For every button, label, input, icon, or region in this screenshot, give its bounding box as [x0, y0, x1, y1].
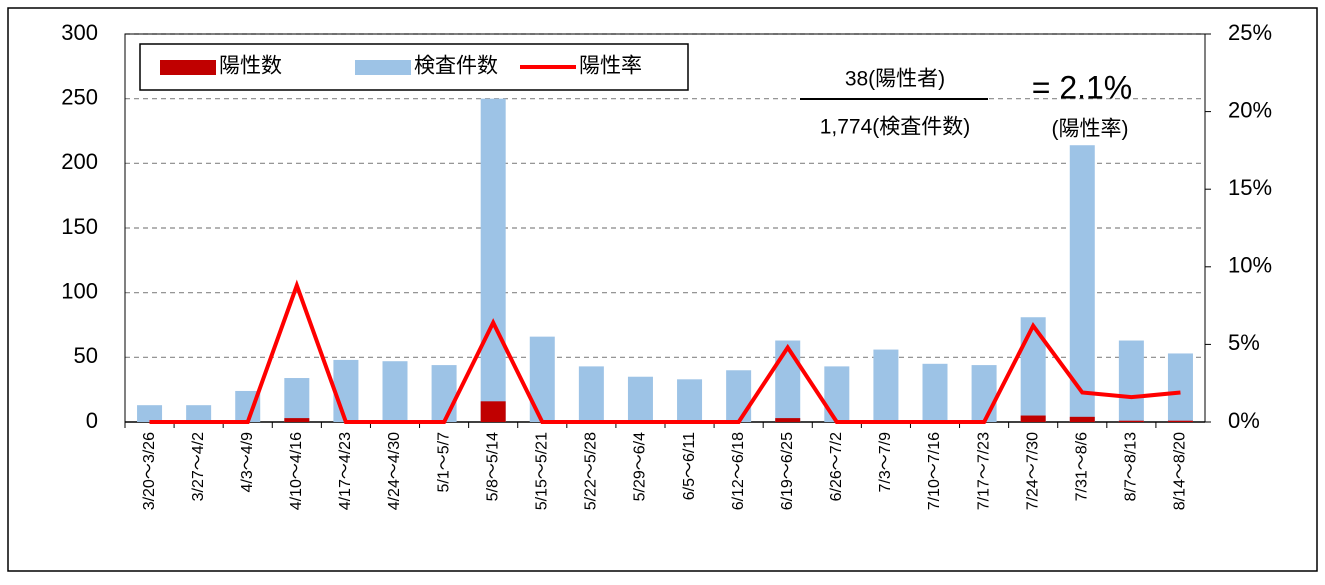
x-tick-label: 7/3～7/9: [877, 432, 894, 493]
x-tick-label: 5/15～5/21: [533, 432, 550, 510]
bar: [922, 363, 948, 422]
x-tick-label: 8/14～8/20: [1172, 432, 1189, 510]
bar: [627, 376, 653, 422]
bar: [677, 379, 703, 422]
y-tick-label: 300: [61, 20, 98, 45]
x-tick-label: 7/31～8/6: [1073, 432, 1090, 501]
x-tick-label: 4/10～4/16: [288, 432, 305, 510]
y-tick-label: 100: [61, 278, 98, 303]
x-tick-label: 4/3～4/9: [239, 432, 256, 493]
y2-tick-label: 0%: [1228, 408, 1260, 433]
x-tick-label: 4/24～4/30: [386, 432, 403, 510]
bar: [1020, 415, 1046, 422]
bar: [480, 98, 506, 423]
bar: [1069, 145, 1095, 422]
x-tick-label: 7/17～7/23: [975, 432, 992, 510]
x-tick-label: 3/20～3/26: [141, 432, 158, 510]
y2-tick-label: 10%: [1228, 253, 1272, 278]
x-tick-label: 6/26～7/2: [828, 432, 845, 501]
bar: [873, 349, 899, 422]
x-tick-label: 4/17～4/23: [337, 432, 354, 510]
bar: [333, 359, 359, 422]
bar: [1069, 416, 1095, 422]
y2-tick-label: 15%: [1228, 175, 1272, 200]
legend-label: 陽性数: [219, 55, 282, 78]
y-tick-label: 50: [74, 343, 98, 368]
bar: [529, 336, 555, 422]
annotation-result: = 2.1%: [1032, 69, 1133, 105]
x-tick-label: 5/1～5/7: [435, 432, 452, 493]
y-tick-label: 250: [61, 84, 98, 109]
legend-label: 検査件数: [414, 55, 498, 78]
bar: [578, 366, 604, 422]
bar: [382, 361, 408, 422]
bar: [1167, 353, 1193, 422]
bar: [971, 365, 997, 422]
legend-swatch: [160, 60, 216, 75]
x-tick-label: 3/27～4/2: [190, 432, 207, 501]
bar: [1118, 420, 1144, 422]
bar: [1167, 420, 1193, 422]
bar: [775, 340, 801, 422]
x-tick-label: 6/5～6/11: [681, 432, 698, 500]
bar: [284, 378, 310, 422]
bar: [1020, 317, 1046, 422]
annotation-result-label: (陽性率): [1052, 118, 1129, 141]
x-tick-label: 6/19～6/25: [779, 432, 796, 510]
bar: [431, 365, 457, 422]
x-tick-label: 6/12～6/18: [730, 432, 747, 510]
line: [149, 279, 1181, 424]
bar: [284, 418, 310, 422]
y2-tick-label: 20%: [1228, 97, 1272, 122]
frame: [7, 7, 1318, 572]
y-tick-label: 150: [61, 214, 98, 239]
x-tick-label: 5/8～5/14: [484, 432, 501, 501]
legend-swatch: [355, 60, 411, 75]
y2-tick-label: 5%: [1228, 330, 1260, 355]
annotation-numerator: 38(陽性者): [845, 68, 945, 91]
x-tick-label: 7/24～7/30: [1024, 432, 1041, 510]
bar: [726, 370, 752, 422]
bar: [186, 405, 212, 422]
y-tick-label: 200: [61, 149, 98, 174]
bar: [824, 366, 850, 422]
bar: [775, 418, 801, 422]
legend-label: 陽性率: [579, 55, 642, 78]
x-tick-label: 5/22～5/28: [583, 432, 600, 510]
y2-tick-label: 25%: [1228, 20, 1272, 45]
x-tick-label: 7/10～7/16: [926, 432, 943, 510]
bar: [137, 405, 163, 422]
bar: [1118, 340, 1144, 422]
bar: [480, 401, 506, 422]
x-tick-label: 8/7～8/13: [1123, 432, 1140, 501]
x-tick-label: 5/29～6/4: [632, 432, 649, 501]
legend-box: [139, 43, 689, 91]
y-tick-label: 0: [86, 408, 98, 433]
annotation-denominator: 1,774(検査件数): [820, 116, 971, 139]
